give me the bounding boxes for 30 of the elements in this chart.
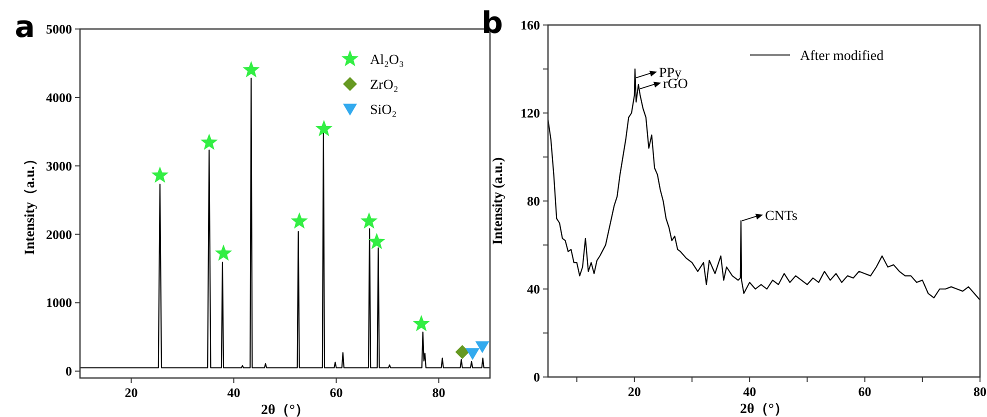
y-tick-label: 5000 xyxy=(46,22,72,36)
x-tick-label: 60 xyxy=(330,385,343,400)
y-axis-title: Intensity（a.u.） xyxy=(23,152,38,255)
y-axis-title: Intensity (a.u.) xyxy=(491,156,506,245)
annotation: CNTs xyxy=(764,208,798,224)
legend-label: SiO₂ xyxy=(370,103,397,118)
x-tick-label: 20 xyxy=(628,384,641,399)
y-tick-label: 2000 xyxy=(46,226,72,242)
x-tick-label: 40 xyxy=(227,385,240,400)
x-tick-label: 80 xyxy=(974,384,986,399)
x-tick-label: 60 xyxy=(858,384,872,399)
annotation: b xyxy=(482,6,503,41)
y-tick-label: 120 xyxy=(520,106,540,120)
y-tick-label: 0 xyxy=(66,364,72,379)
y-tick-label: 160 xyxy=(520,18,540,32)
x-tick-label: 80 xyxy=(432,385,446,400)
y-tick-label: 80 xyxy=(527,194,540,208)
x-tick-label: 20 xyxy=(124,385,138,400)
y-tick-label: 1000 xyxy=(46,295,72,310)
legend-label: ZrO₂ xyxy=(370,78,398,93)
legend-label: After modified xyxy=(800,49,884,64)
x-tick-label: 40 xyxy=(743,384,756,399)
y-tick-label: 4000 xyxy=(46,90,72,105)
y-tick-label: 0 xyxy=(534,370,540,384)
text: a xyxy=(14,10,35,45)
legend-label: Al₂O₃ xyxy=(370,53,404,68)
y-tick-label: 3000 xyxy=(46,158,72,174)
x-axis-title: 2θ（°） xyxy=(740,402,788,417)
x-axis-title: 2θ（°） xyxy=(261,403,309,417)
y-tick-label: 40 xyxy=(527,282,540,296)
